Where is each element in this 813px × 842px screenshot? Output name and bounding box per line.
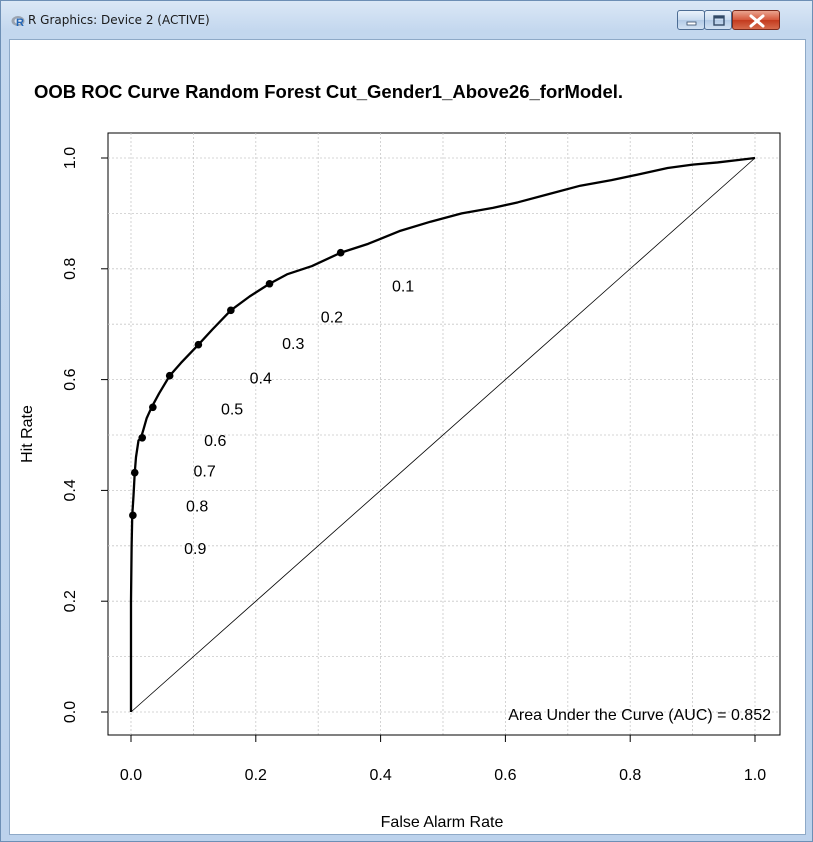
cutoff-point	[129, 511, 137, 520]
cutoff-point	[265, 279, 274, 288]
y-tick-label: 0.2	[62, 590, 79, 612]
cutoff-label: 0.5	[221, 402, 243, 419]
cutoff-label: 0.6	[204, 433, 226, 450]
y-tick-label: 0.0	[62, 701, 79, 723]
x-tick-label: 0.4	[369, 767, 391, 784]
diagonal-reference-line	[130, 157, 756, 713]
x-axis: 0.0 0.2 0.4 0.6 0.8 1.0	[120, 734, 766, 784]
plot-area: OOB ROC Curve Random Forest Cut_Gender1_…	[9, 39, 806, 835]
y-tick-label: 0.6	[62, 368, 79, 390]
x-tick-label: 0.8	[619, 767, 641, 784]
title-bar[interactable]: R R Graphics: Device 2 (ACTIVE)	[1, 1, 812, 39]
y-tick-label: 0.8	[62, 258, 79, 280]
cutoff-label: 0.4	[250, 370, 272, 387]
window-title: R Graphics: Device 2 (ACTIVE)	[28, 13, 210, 27]
cutoff-label: 0.2	[321, 310, 343, 327]
maximize-icon	[713, 15, 725, 26]
y-axis: 0.0 0.2 0.4 0.6 0.8 1.0	[62, 147, 108, 723]
cutoff-point	[165, 371, 174, 380]
cutoff-point	[130, 468, 139, 477]
grid-lines	[108, 133, 780, 735]
x-axis-label: False Alarm Rate	[381, 814, 504, 831]
y-tick-label: 0.4	[62, 479, 79, 501]
cutoff-label: 0.8	[186, 498, 208, 515]
cutoff-label: 0.1	[392, 279, 414, 296]
roc-chart: OOB ROC Curve Random Forest Cut_Gender1_…	[19, 81, 781, 831]
minimize-button[interactable]	[677, 10, 705, 30]
close-icon	[749, 14, 765, 28]
x-tick-label: 0.6	[494, 767, 516, 784]
maximize-button[interactable]	[704, 10, 732, 30]
roc-curve-line	[129, 156, 756, 712]
x-tick-label: 1.0	[744, 767, 766, 784]
y-tick-label: 1.0	[62, 147, 79, 169]
r-logo-icon: R	[11, 16, 25, 28]
auc-annotation: Area Under the Curve (AUC) = 0.852	[508, 707, 771, 724]
x-tick-label: 0.0	[120, 767, 142, 784]
minimize-icon	[686, 21, 697, 26]
x-tick-label: 0.2	[245, 767, 267, 784]
cutoff-points: 0.1 0.2 0.3 0.4 0.5 0.6 0.7 0.8 0.9	[129, 248, 414, 558]
cutoff-point	[194, 340, 203, 349]
cutoff-point	[336, 248, 345, 257]
chart-title: OOB ROC Curve Random Forest Cut_Gender1_…	[34, 81, 623, 102]
cutoff-point	[138, 433, 147, 442]
close-button[interactable]	[732, 10, 780, 30]
y-axis-label: Hit Rate	[19, 405, 36, 463]
cutoff-point	[227, 306, 235, 315]
cutoff-point	[149, 403, 157, 412]
cutoff-label: 0.7	[194, 464, 216, 481]
cutoff-label: 0.9	[184, 541, 206, 558]
svg-text:R: R	[16, 17, 24, 28]
cutoff-label: 0.3	[282, 336, 304, 353]
